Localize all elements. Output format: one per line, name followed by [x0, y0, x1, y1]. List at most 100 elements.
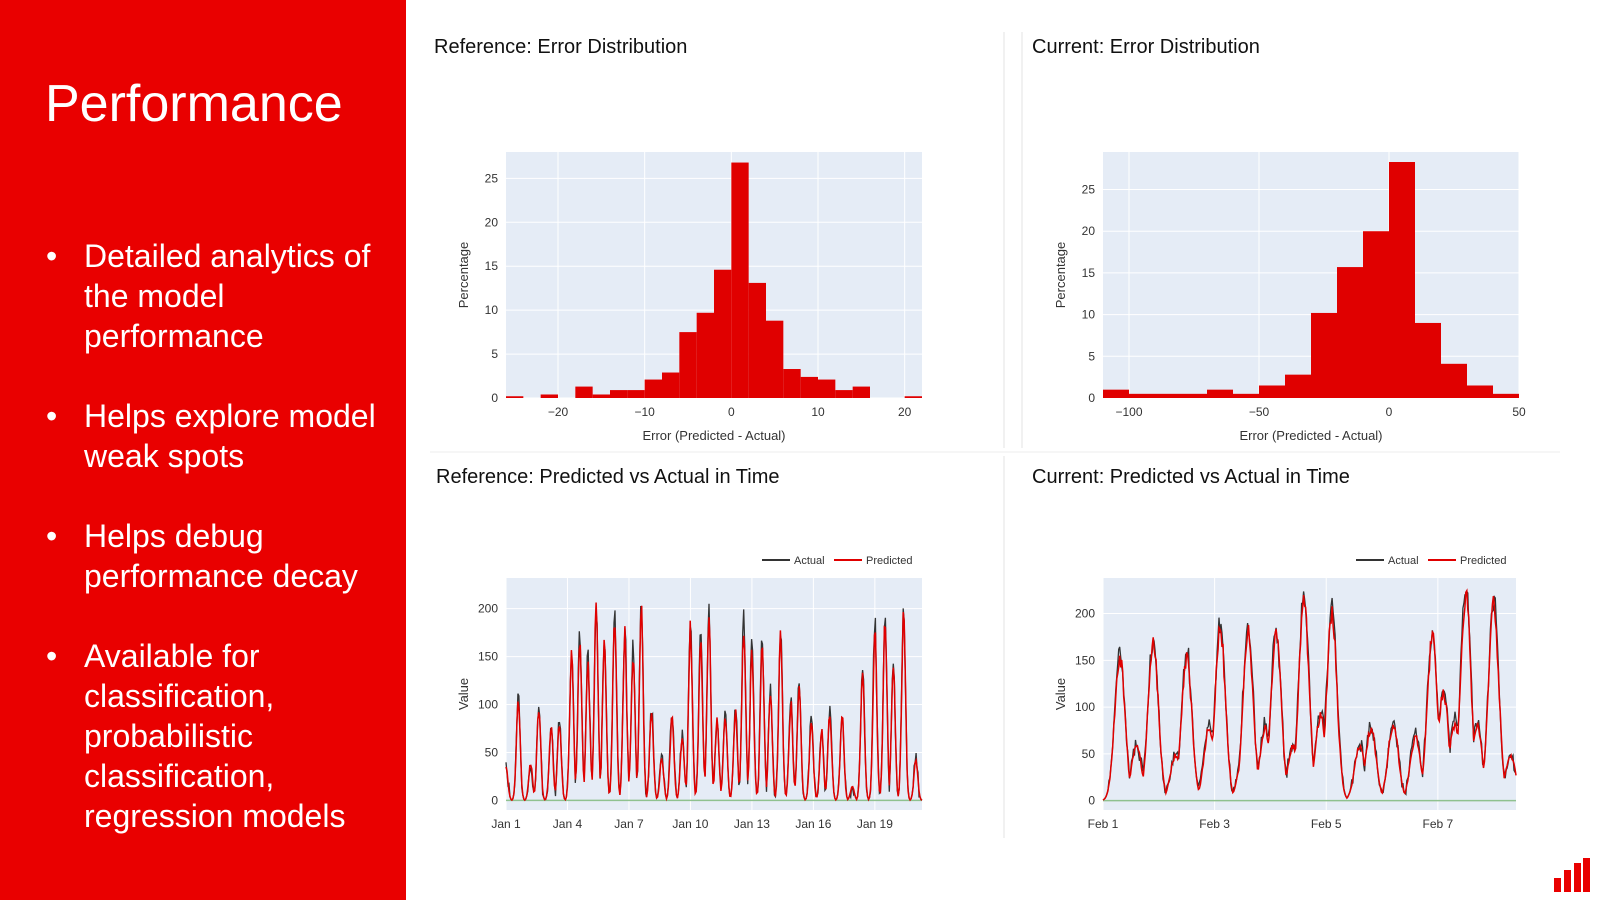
x-tick-label: 10	[811, 405, 825, 419]
series-line-predicted	[505, 602, 923, 802]
histogram-bar	[818, 379, 836, 398]
y-axis-label: Percentage	[456, 242, 471, 309]
histogram-bar	[1441, 363, 1467, 398]
bullet-text: Available for classification, probabilis…	[84, 638, 346, 834]
y-tick-label: 200	[1075, 607, 1095, 621]
y-tick-label: 15	[485, 259, 499, 273]
series-line-predicted	[1102, 588, 1517, 801]
x-tick-label: Jan 10	[672, 817, 708, 831]
histogram-bar	[1337, 267, 1363, 398]
y-tick-label: 20	[1082, 224, 1096, 238]
y-tick-label: 20	[485, 215, 499, 229]
histogram-bar	[1259, 385, 1285, 398]
histogram-bar	[679, 332, 697, 398]
histogram-bar	[714, 269, 732, 398]
bullet-text: Detailed analytics of the model performa…	[84, 238, 371, 354]
y-tick-label: 5	[1088, 349, 1095, 363]
histogram-bar	[783, 369, 801, 398]
chart-title-current-time: Current: Predicted vs Actual in Time	[1032, 466, 1350, 488]
histogram-bar	[644, 379, 662, 398]
bullet-item: • Helps debug performance decay	[44, 516, 394, 596]
x-tick-label: Feb 5	[1311, 817, 1342, 831]
bullet-item: • Helps explore model weak spots	[44, 396, 394, 476]
y-tick-label: 0	[1088, 794, 1095, 808]
histogram-bar	[575, 386, 593, 398]
x-tick-label: Feb 7	[1423, 817, 1454, 831]
histogram-bar	[1389, 162, 1415, 398]
x-tick-label: Jan 4	[553, 817, 583, 831]
x-tick-label: Jan 16	[795, 817, 831, 831]
histogram-bar	[662, 372, 680, 398]
histogram-bar	[1155, 393, 1181, 398]
chart-title-reference-time: Reference: Predicted vs Actual in Time	[436, 466, 780, 488]
histogram-bar	[610, 390, 628, 398]
x-tick-label: Jan 19	[857, 817, 893, 831]
x-tick-label: 20	[898, 405, 912, 419]
y-axis-label: Value	[456, 678, 471, 710]
x-tick-label: Jan 1	[491, 817, 521, 831]
y-tick-label: 25	[1082, 183, 1096, 197]
bullet-item: • Available for classification, probabili…	[44, 636, 394, 836]
bullet-dot-icon: •	[46, 398, 58, 434]
y-tick-label: 5	[491, 347, 498, 361]
x-tick-label: 0	[728, 405, 735, 419]
histogram-bar	[1311, 312, 1337, 398]
legend-label-actual: Actual	[794, 555, 825, 567]
histogram-bar	[1103, 389, 1129, 398]
bullet-text: Helps explore model weak spots	[84, 398, 376, 474]
x-tick-label: −20	[548, 405, 569, 419]
histogram-bar	[748, 282, 766, 398]
x-tick-label: Feb 3	[1199, 817, 1230, 831]
y-tick-label: 25	[485, 171, 499, 185]
x-tick-label: Jan 13	[734, 817, 770, 831]
histogram-bar	[835, 390, 853, 398]
y-tick-label: 0	[491, 391, 498, 405]
histogram-bar	[627, 390, 645, 398]
histogram-bar	[904, 396, 922, 398]
histogram-bar	[696, 312, 714, 398]
histogram-bar	[592, 394, 610, 398]
histogram-bar	[766, 320, 784, 398]
x-tick-label: −100	[1115, 405, 1142, 419]
x-axis-label: Error (Predicted - Actual)	[1239, 428, 1382, 443]
histogram-bar	[506, 396, 524, 398]
x-tick-label: −10	[634, 405, 655, 419]
y-tick-label: 50	[1082, 747, 1096, 761]
y-tick-label: 0	[1088, 391, 1095, 405]
sidebar-panel: Performance • Detailed analytics of the m…	[0, 0, 406, 900]
histogram-bar	[731, 162, 749, 398]
y-tick-label: 0	[491, 793, 498, 807]
brand-logo-icon	[1554, 858, 1590, 892]
x-tick-label: Feb 1	[1088, 817, 1119, 831]
x-tick-label: Jan 7	[614, 817, 644, 831]
bullet-dot-icon: •	[46, 638, 58, 674]
x-tick-label: 50	[1512, 405, 1526, 419]
x-axis-label: Error (Predicted - Actual)	[642, 428, 785, 443]
histogram-bar	[1415, 322, 1441, 398]
x-tick-label: 0	[1386, 405, 1393, 419]
histogram-bar	[1493, 393, 1519, 398]
y-tick-label: 50	[485, 745, 499, 759]
histogram-bar	[1285, 374, 1311, 398]
bullet-dot-icon: •	[46, 238, 58, 274]
chart-title-reference-error: Reference: Error Distribution	[434, 36, 688, 58]
y-tick-label: 150	[1075, 653, 1095, 667]
histogram-bar	[540, 394, 558, 398]
histogram-bar	[1181, 393, 1207, 398]
histogram-bar	[1467, 385, 1493, 398]
y-tick-label: 100	[478, 698, 498, 712]
y-tick-label: 150	[478, 650, 498, 664]
y-tick-label: 10	[485, 303, 499, 317]
legend-label-predicted: Predicted	[866, 555, 912, 567]
slide-title: Performance	[45, 75, 343, 133]
legend-label-actual: Actual	[1388, 555, 1419, 567]
histogram-bar	[1207, 389, 1233, 398]
histogram-bar	[852, 386, 870, 398]
histogram-bar	[800, 376, 818, 398]
y-tick-label: 15	[1082, 266, 1096, 280]
y-tick-label: 100	[1075, 700, 1095, 714]
bullet-dot-icon: •	[46, 518, 58, 554]
chart-title-current-error: Current: Error Distribution	[1032, 36, 1260, 58]
y-tick-label: 10	[1082, 308, 1096, 322]
